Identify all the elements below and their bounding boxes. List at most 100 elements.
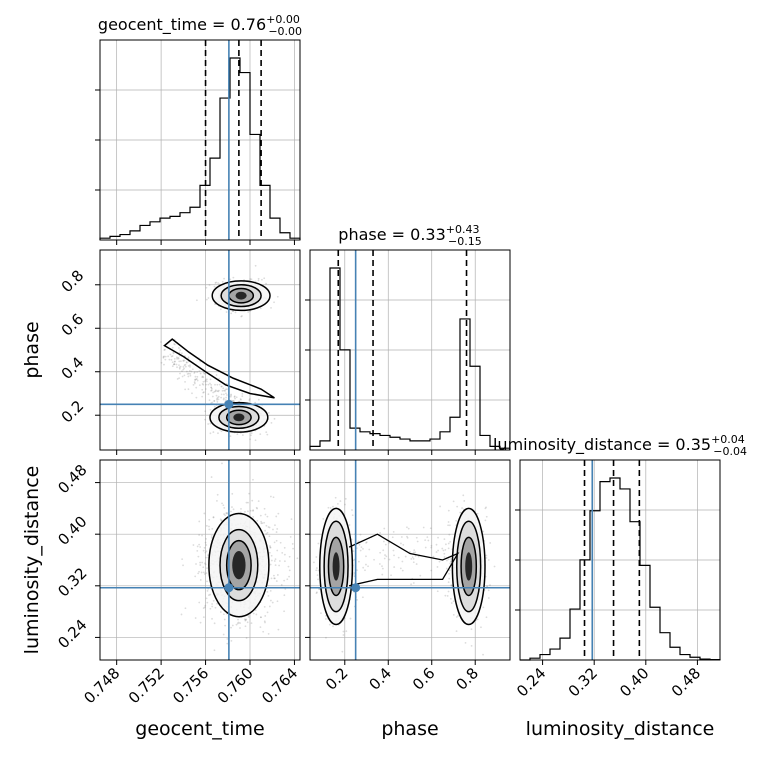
sample-point <box>267 632 270 635</box>
sample-point <box>216 383 219 386</box>
sample-point <box>360 546 363 549</box>
sample-point <box>484 519 487 522</box>
sample-point <box>189 364 191 367</box>
sample-point <box>417 555 420 558</box>
sample-point <box>173 357 176 360</box>
sample-point <box>270 306 272 309</box>
sample-point <box>164 358 167 361</box>
sample-point <box>189 365 191 368</box>
sample-point <box>184 363 187 366</box>
sample-point <box>452 613 455 616</box>
x-tick-label: 0.32 <box>565 664 601 700</box>
sample-point <box>219 611 222 613</box>
y-tick-label: 0.8 <box>58 266 88 296</box>
sample-point <box>447 524 450 527</box>
sample-point <box>182 359 185 362</box>
sample-point <box>252 478 254 481</box>
sample-point <box>344 503 346 506</box>
sample-point <box>222 398 225 401</box>
sample-point <box>459 511 462 514</box>
sample-point <box>316 574 319 577</box>
sample-point <box>194 375 197 378</box>
sample-point <box>223 506 226 509</box>
sample-point <box>235 623 238 626</box>
sample-point <box>182 366 185 368</box>
sample-point <box>213 649 216 652</box>
sample-point <box>231 492 234 495</box>
sample-point <box>450 561 453 563</box>
sample-point <box>246 621 249 624</box>
sample-point <box>208 284 211 286</box>
sample-point <box>315 567 318 569</box>
sample-point <box>359 533 362 536</box>
sample-point <box>381 567 384 570</box>
sample-point <box>208 518 211 521</box>
sample-point <box>276 574 279 576</box>
sample-point <box>430 544 433 547</box>
histogram-panel-phase: phase = 0.33+0.43 −0.15 <box>305 223 511 455</box>
sample-point <box>218 383 221 386</box>
scatter-panel-phase-luminosity_distance: 0.2 0.4 0.6 0.8 <box>305 459 511 694</box>
sample-point <box>265 282 267 285</box>
sample-point <box>226 637 229 640</box>
sample-point <box>204 541 207 544</box>
sample-point <box>231 624 234 627</box>
sample-point <box>455 616 458 618</box>
sample-point <box>205 597 208 600</box>
sample-point <box>236 622 239 625</box>
sample-point <box>378 563 381 565</box>
sample-point <box>260 616 262 619</box>
sample-point <box>464 641 467 644</box>
sample-point <box>476 512 479 515</box>
sample-point <box>287 565 290 568</box>
sample-point <box>173 343 175 345</box>
sample-point <box>178 367 181 370</box>
sample-point <box>415 536 418 539</box>
sample-point <box>443 556 446 558</box>
sample-point <box>184 365 187 368</box>
y-tick-label: 0.24 <box>54 616 90 652</box>
sample-point <box>447 558 450 561</box>
sample-point <box>202 607 205 609</box>
sample-point <box>179 349 182 352</box>
sample-point <box>177 356 180 359</box>
sample-point <box>267 526 270 528</box>
sample-point <box>184 607 187 610</box>
sample-point <box>210 476 213 478</box>
sample-point <box>224 390 226 392</box>
sample-point <box>447 547 450 550</box>
scatter-panel-geocent_time-phase: 0.2 0.4 0.6 0.8 <box>58 249 301 455</box>
sample-point <box>342 630 345 633</box>
sample-point <box>272 496 275 499</box>
sample-point <box>278 564 280 567</box>
sample-point <box>404 555 407 558</box>
sample-point <box>308 538 310 540</box>
sample-point <box>236 433 239 436</box>
sample-point <box>204 551 207 554</box>
sample-point <box>245 618 248 621</box>
sample-point <box>219 518 222 521</box>
sample-point <box>194 575 197 578</box>
sample-point <box>489 584 491 587</box>
panel-content <box>100 250 300 450</box>
sample-point <box>493 565 496 568</box>
sample-point <box>456 505 459 508</box>
sample-point <box>273 577 276 580</box>
sample-point <box>171 361 174 364</box>
sample-point <box>485 557 488 559</box>
sample-point <box>427 539 430 542</box>
sample-point <box>448 533 451 536</box>
sample-point <box>351 509 353 511</box>
sample-point <box>195 396 198 399</box>
sample-point <box>249 509 252 512</box>
sample-point <box>213 285 216 288</box>
sample-point <box>264 621 266 624</box>
sample-point <box>264 513 267 516</box>
sample-point <box>259 433 262 436</box>
sample-point <box>218 377 220 380</box>
sample-point <box>383 557 386 560</box>
sample-point <box>325 614 327 617</box>
contour-line <box>319 507 354 626</box>
sample-point <box>239 398 242 400</box>
sample-point <box>401 560 404 563</box>
